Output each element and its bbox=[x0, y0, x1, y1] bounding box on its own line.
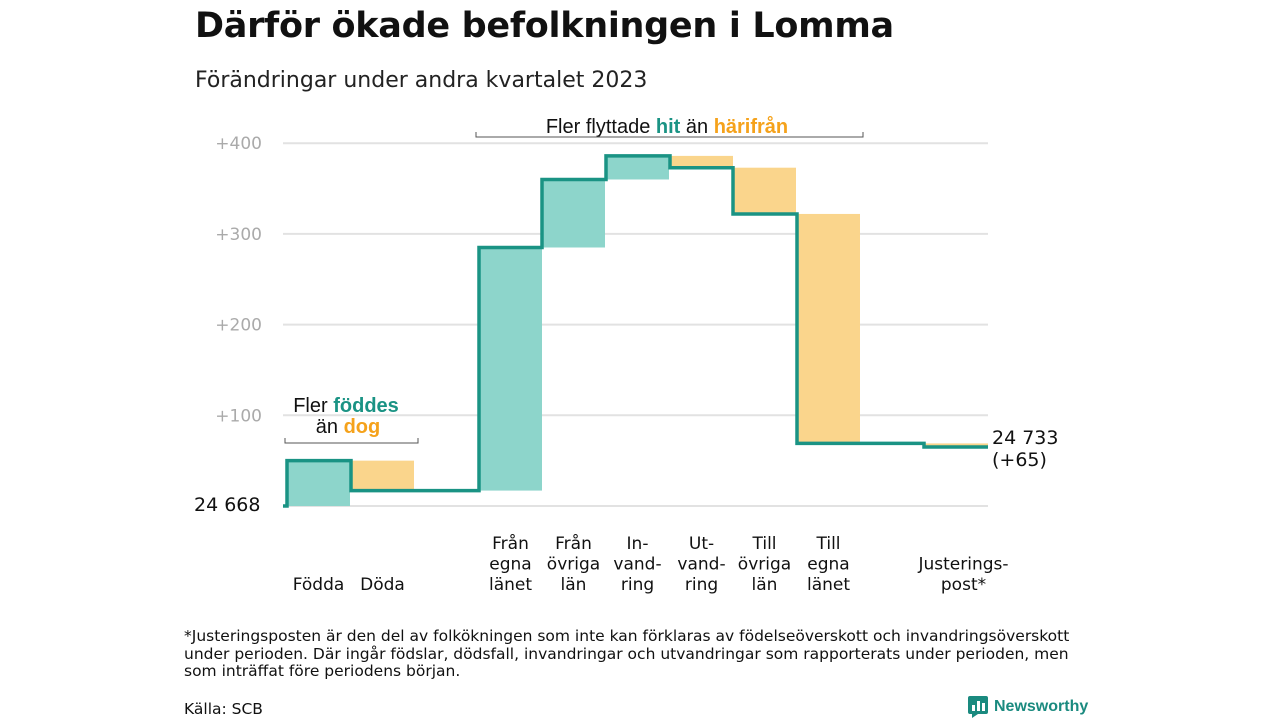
x-tick-label-line: länet bbox=[807, 575, 850, 595]
x-tick-label: Från övriga län bbox=[547, 533, 600, 595]
x-tick-label-line: Döda bbox=[360, 575, 405, 595]
end-value-label: 24 733 bbox=[992, 427, 1058, 449]
bar-chart-logo-icon bbox=[968, 696, 988, 718]
x-tick-label-line: övriga bbox=[738, 555, 791, 575]
x-tick-label-line: ring bbox=[621, 575, 654, 595]
x-tick-label: Döda bbox=[360, 575, 405, 595]
y-tick-label: +300 bbox=[215, 225, 262, 245]
step-line bbox=[283, 154, 988, 508]
x-tick-label: Ut-vand-ring bbox=[677, 534, 725, 595]
newsworthy-logo: Newsworthy bbox=[968, 696, 1088, 718]
x-tick-label-line: övriga bbox=[547, 555, 600, 575]
bar-7 bbox=[797, 213, 860, 444]
x-tick-label: Från egna länet bbox=[489, 533, 532, 595]
bar-1 bbox=[351, 460, 414, 491]
start-value-label: 24 668 bbox=[194, 494, 260, 516]
migration-bracket bbox=[475, 132, 864, 138]
x-tick-label-line: län bbox=[561, 575, 587, 595]
x-tick-label: In-vand-ring bbox=[613, 534, 661, 595]
x-tick-label-line: Till bbox=[751, 534, 776, 554]
births-bracket bbox=[284, 438, 419, 444]
x-tick-label: Justerings-post* bbox=[917, 555, 1008, 596]
value-labels: 24 668 24 733(+65) bbox=[194, 427, 1058, 516]
y-tick-label: +100 bbox=[215, 406, 262, 426]
chart-title: Därför ökade befolkningen i Lomma bbox=[195, 6, 894, 46]
x-tick-label-line: län bbox=[752, 575, 778, 595]
births-annotation-line2: än dog bbox=[316, 416, 380, 438]
x-tick-label: Till egna länet bbox=[807, 534, 850, 595]
x-tick-label-line: Från bbox=[555, 533, 592, 554]
bar-0 bbox=[287, 460, 350, 506]
end-change-label: (+65) bbox=[992, 449, 1047, 471]
x-tick-label-line: Till bbox=[815, 534, 840, 554]
bar-2 bbox=[479, 247, 542, 491]
bar-4 bbox=[606, 155, 669, 180]
x-tick-label-line: Justerings- bbox=[917, 555, 1008, 575]
x-tick-label-line: Födda bbox=[293, 575, 345, 595]
logo-text: Newsworthy bbox=[994, 698, 1089, 715]
bar-6 bbox=[733, 167, 796, 214]
x-tick-label: Födda bbox=[293, 575, 345, 595]
x-tick-label-line: ring bbox=[685, 575, 718, 595]
x-tick-label-line: egna bbox=[489, 555, 531, 575]
footnote: *Justeringsposten är den del av folkökni… bbox=[184, 627, 1070, 680]
chart-subtitle: Förändringar under andra kvartalet 2023 bbox=[195, 68, 648, 93]
bars bbox=[287, 155, 988, 506]
bar-5 bbox=[670, 155, 733, 168]
x-tick-label-line: Från bbox=[492, 533, 529, 554]
x-tick-label-line: vand- bbox=[677, 555, 725, 575]
x-tick-label-line: länet bbox=[489, 575, 532, 595]
y-tick-label: +200 bbox=[215, 316, 262, 336]
x-tick-label-line: post* bbox=[941, 575, 986, 595]
x-tick-label-line: In- bbox=[627, 534, 649, 554]
x-tick-label-line: egna bbox=[807, 555, 849, 575]
x-tick-label: Till övriga län bbox=[738, 534, 791, 595]
step-line-path bbox=[283, 154, 988, 508]
x-tick-label-line: vand- bbox=[613, 555, 661, 575]
source-note: Källa: SCB bbox=[184, 700, 263, 718]
births-annotation-line1: Fler föddes bbox=[293, 395, 399, 417]
bar-3 bbox=[542, 179, 605, 248]
migration-annotation: Fler flyttade hit än härifrån bbox=[546, 115, 788, 138]
y-tick-label: +400 bbox=[215, 134, 262, 154]
gridlines bbox=[283, 142, 988, 507]
y-tick-labels: +100 +200 +300 +400 bbox=[215, 134, 262, 426]
bar-8 bbox=[924, 443, 988, 448]
x-tick-label-line: Ut- bbox=[689, 534, 714, 554]
